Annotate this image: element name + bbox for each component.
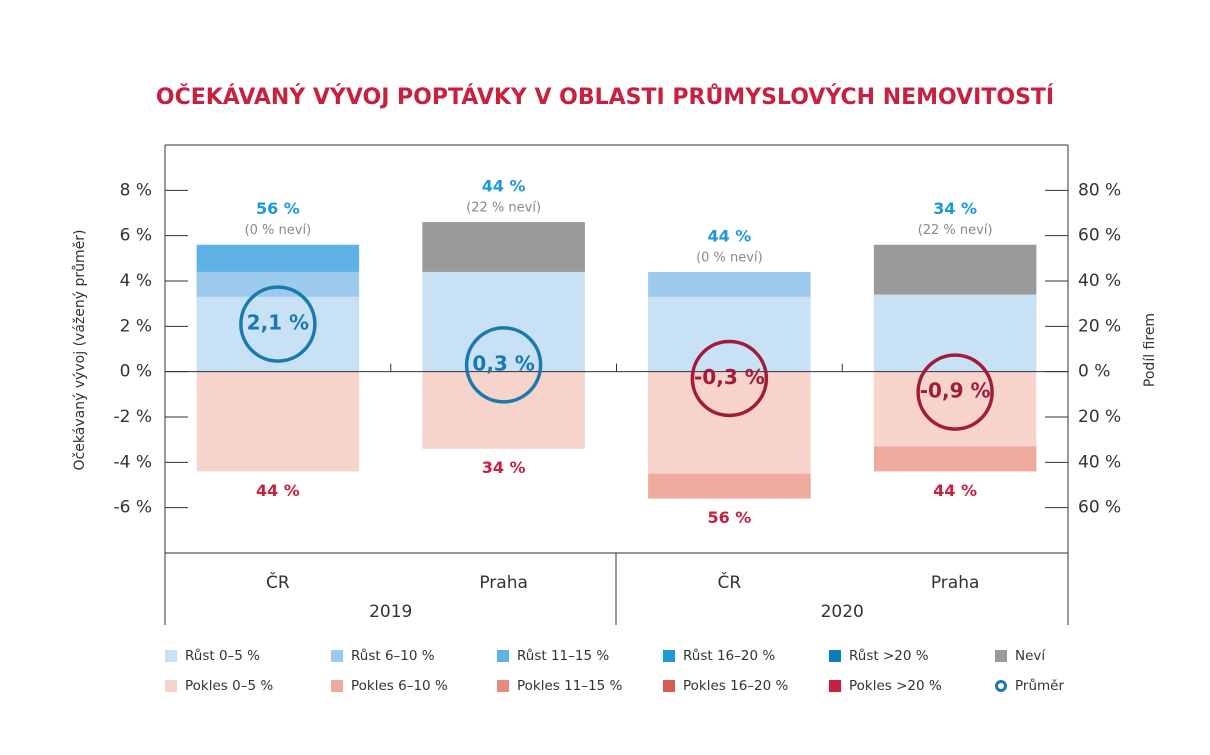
legend-swatch [497, 650, 509, 662]
y-tick-label: 8 % [120, 180, 152, 200]
x-tick-label: ČR [718, 571, 742, 593]
mean-label: -0,3 % [694, 365, 765, 389]
y-tick-label: -4 % [113, 452, 152, 472]
bar-segment [648, 271, 811, 297]
growth-label: 34 % [933, 199, 977, 218]
unknown-label: (22 % neví) [918, 223, 993, 238]
y-tick-label: 6 % [120, 226, 152, 246]
bar-segment [873, 294, 1037, 372]
x-tick-label: ČR [266, 571, 290, 593]
y2-tick-label: 60 % [1078, 226, 1121, 246]
growth-label: 44 % [707, 226, 751, 245]
bar-segment [196, 271, 360, 297]
mean-label: 0,3 % [472, 351, 534, 375]
bar-segment [648, 296, 811, 372]
mean-marker [690, 339, 769, 418]
bar-segment [196, 371, 360, 472]
legend-swatch [331, 680, 343, 692]
bar-segment [422, 271, 585, 372]
group-label: 2019 [369, 602, 412, 622]
y2-tick-label: 80 % [1078, 180, 1121, 200]
chart-title: OČEKÁVANÝ VÝVOJ POPTÁVKY V OBLASTI PRŮMY… [156, 84, 1054, 110]
legend-swatch [497, 680, 509, 692]
legend-label: Růst >20 % [849, 648, 929, 664]
bar-segment [873, 446, 1037, 472]
x-tick-label: Praha [479, 573, 528, 593]
bars [196, 222, 1037, 499]
y2-tick-label: 40 % [1078, 271, 1121, 291]
mean-label: 2,1 % [247, 311, 309, 335]
mean-label: -0,9 % [920, 379, 991, 403]
y2-tick-label: 20 % [1078, 316, 1121, 336]
bar-segment [196, 296, 360, 372]
legend-label: Pokles 16–20 % [683, 678, 789, 694]
y2-tick-label: 40 % [1078, 452, 1121, 472]
bar-segment [873, 244, 1037, 295]
mean-marker [239, 285, 317, 363]
y2-tick-label: 20 % [1078, 407, 1121, 427]
legend-label: Průměr [1015, 678, 1064, 694]
unknown-label: (0 % neví) [696, 250, 763, 265]
bar-segment [422, 222, 585, 272]
legend-swatch [829, 650, 841, 662]
legend-swatch [331, 650, 343, 662]
legend-swatch [165, 650, 177, 662]
legend-label: Růst 11–15 % [517, 648, 609, 664]
y2-axis-title: Podíl firem [1142, 313, 1158, 387]
decline-label: 34 % [482, 458, 526, 477]
legend-label: Růst 16–20 % [683, 648, 775, 664]
growth-label: 44 % [482, 177, 526, 196]
legend-swatch [663, 680, 675, 692]
legend-swatch [995, 650, 1007, 662]
legend-label: Pokles 0–5 % [185, 678, 273, 694]
y-tick-label: 0 % [120, 362, 152, 382]
mean-marker [464, 326, 543, 404]
legend-swatch [663, 650, 675, 662]
y-tick-label: 4 % [120, 271, 152, 291]
y-tick-label: 2 % [120, 316, 152, 336]
legend-swatch [165, 680, 177, 692]
legend-label: Růst 0–5 % [185, 648, 260, 664]
decline-label: 44 % [933, 481, 977, 500]
mean-marker [916, 353, 994, 431]
bar-segment [648, 473, 811, 499]
y-tick-label: -2 % [113, 407, 152, 427]
legend-label: Neví [1015, 648, 1046, 664]
y-tick-label: -6 % [113, 498, 152, 518]
bar-segment [873, 371, 1037, 447]
group-label: 2020 [821, 602, 864, 622]
x-tick-label: Praha [931, 573, 980, 593]
y2-tick-label: 60 % [1078, 498, 1121, 518]
decline-label: 44 % [256, 481, 300, 500]
bar-segment [648, 371, 811, 474]
legend-label: Pokles 11–15 % [517, 678, 623, 694]
bar-segment [422, 371, 585, 449]
legend-label: Růst 6–10 % [351, 648, 435, 664]
growth-label: 56 % [256, 199, 300, 218]
y-axis-title: Očekávaný vývoj (vážený průměr) [72, 230, 88, 471]
legend-swatch [829, 680, 841, 692]
decline-label: 56 % [707, 508, 751, 527]
unknown-label: (0 % neví) [245, 223, 312, 238]
bar-segment [196, 244, 360, 272]
unknown-label: (22 % neví) [466, 201, 541, 216]
frame [164, 144, 1069, 625]
legend-label: Pokles >20 % [849, 678, 942, 694]
legend-label: Pokles 6–10 % [351, 678, 448, 694]
y2-tick-label: 0 % [1078, 362, 1110, 382]
legend-swatch [995, 680, 1007, 692]
